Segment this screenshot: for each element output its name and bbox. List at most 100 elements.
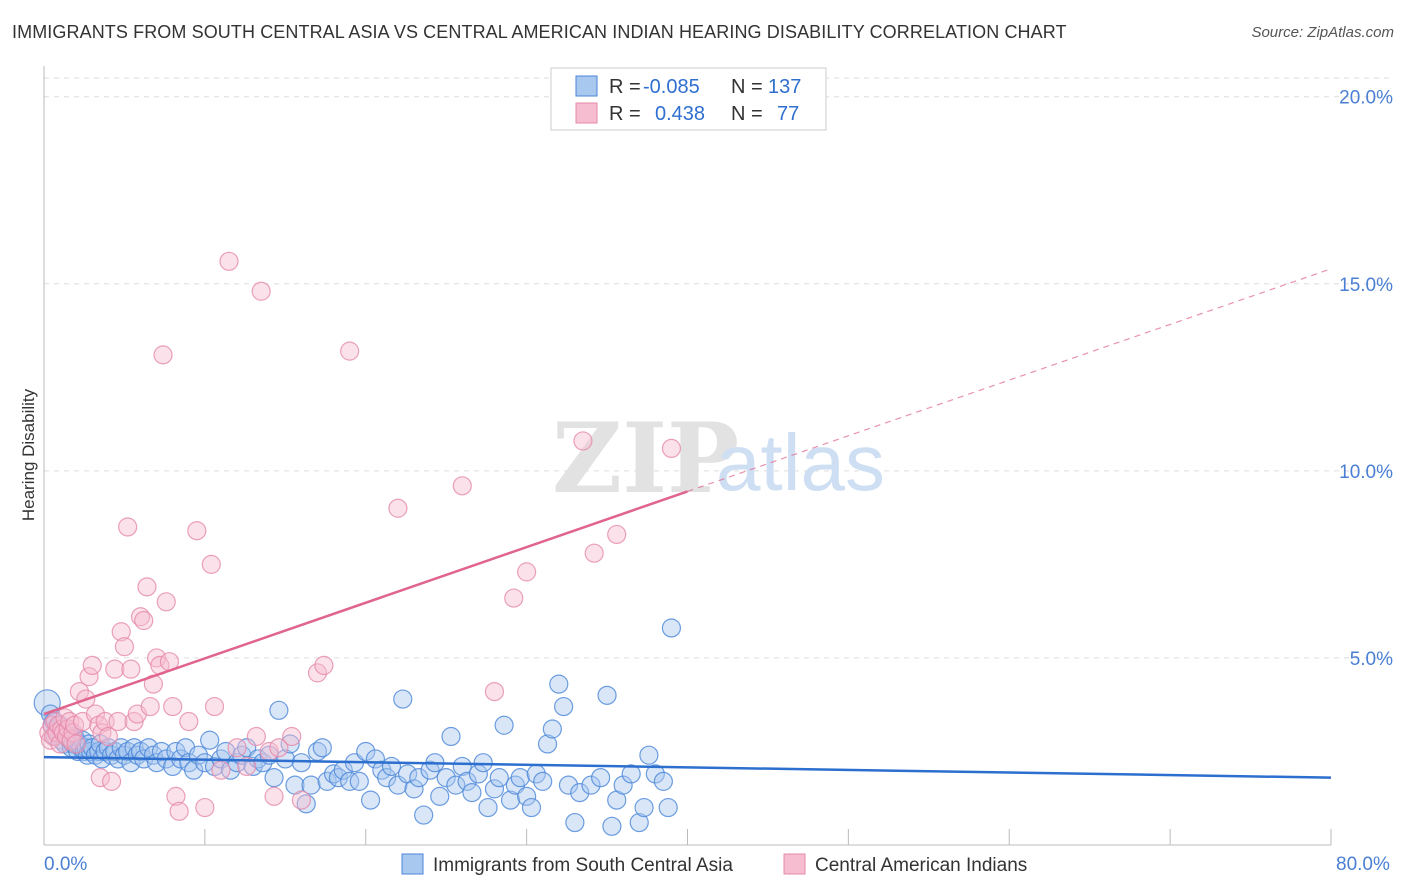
blue-point xyxy=(517,786,537,806)
pink-point xyxy=(153,345,173,365)
pink-point xyxy=(121,659,141,679)
blue-point xyxy=(301,775,321,795)
y-tick-label-5: 5.0% xyxy=(1350,649,1393,670)
x-tick-label-min: 0.0% xyxy=(44,854,87,875)
pink-point xyxy=(517,562,537,582)
pink-point xyxy=(661,438,682,459)
blue-point xyxy=(349,771,369,791)
pink-point xyxy=(101,771,122,791)
legend-swatch-blue xyxy=(401,853,424,875)
pink-trend-line-extension xyxy=(687,268,1332,492)
blue-point xyxy=(597,685,617,705)
y-tick-label-20: 20.0% xyxy=(1339,88,1393,109)
pink-point xyxy=(166,786,186,806)
blue-point xyxy=(195,753,215,773)
pink-point xyxy=(211,760,231,780)
x-tick-label-max: 80.0% xyxy=(1336,854,1390,875)
blue-point xyxy=(377,768,397,788)
pink-point xyxy=(264,786,284,806)
blue-point xyxy=(381,756,402,777)
pink-point xyxy=(607,524,627,545)
pink-point xyxy=(82,655,102,676)
pink-point xyxy=(111,622,131,642)
pink-point xyxy=(201,554,221,574)
blue-point xyxy=(639,745,659,765)
blue-point xyxy=(436,768,456,788)
blue-point xyxy=(446,775,466,795)
blue-point xyxy=(473,753,493,773)
blue-point xyxy=(478,797,498,818)
pink-point xyxy=(251,281,271,301)
stats-r-value-1: -0.085 xyxy=(643,76,700,98)
blue-point xyxy=(317,771,337,791)
blue-point xyxy=(275,749,295,769)
stats-r-value-2: 0.438 xyxy=(655,103,705,125)
pink-point xyxy=(179,711,199,732)
pink-point xyxy=(163,696,183,717)
blue-point xyxy=(565,812,585,833)
trend-lines xyxy=(43,268,1332,779)
series-south-central-asia-points xyxy=(33,618,682,836)
legend-label-south-central-asia: Immigrants from South Central Asia xyxy=(433,855,733,876)
pink-point xyxy=(140,696,160,717)
pink-point xyxy=(237,756,257,777)
y-axis-label: Hearing Disability xyxy=(19,388,38,521)
blue-point xyxy=(312,738,332,758)
stats-n-value-1: 137 xyxy=(768,76,801,98)
stats-box: R = -0.085 N = 137 R = 0.438 N = 77 xyxy=(550,67,827,131)
stats-r-label-1: R = xyxy=(609,76,641,98)
blue-point xyxy=(500,790,521,810)
pink-point xyxy=(187,521,207,541)
blue-point xyxy=(549,674,569,694)
blue-point xyxy=(340,771,360,791)
pink-point xyxy=(79,667,99,687)
blue-point xyxy=(441,726,461,747)
pink-point xyxy=(66,734,86,754)
pink-point xyxy=(227,738,247,758)
blue-point xyxy=(253,753,273,773)
pink-point xyxy=(137,577,157,597)
pink-point xyxy=(314,655,334,676)
blue-point xyxy=(163,756,183,777)
blue-point xyxy=(409,768,429,788)
pink-trend-line xyxy=(43,490,688,716)
pink-point xyxy=(118,517,138,537)
blue-point xyxy=(533,771,553,791)
stats-n-value-2: 77 xyxy=(777,103,799,125)
pink-point xyxy=(484,681,505,702)
watermark-atlas: atlas xyxy=(716,418,885,507)
pink-point xyxy=(169,801,189,821)
blue-point xyxy=(489,768,509,788)
blue-point xyxy=(462,783,482,803)
blue-point xyxy=(291,753,311,773)
blue-point xyxy=(645,764,665,784)
blue-point xyxy=(653,771,673,791)
pink-point xyxy=(504,588,524,608)
pink-point xyxy=(134,610,154,631)
pink-point xyxy=(90,768,110,788)
watermark-zip: ZIP xyxy=(552,402,739,515)
pink-point xyxy=(388,498,408,518)
blue-point xyxy=(404,779,424,799)
pink-point xyxy=(108,711,128,732)
blue-point xyxy=(629,812,649,833)
pink-point xyxy=(573,431,593,451)
blue-point xyxy=(269,700,289,720)
y-tick-label-10: 10.0% xyxy=(1339,462,1393,483)
stats-n-label-2: N = xyxy=(731,103,763,125)
legend-label-central-american-indians: Central American Indians xyxy=(815,855,1027,876)
pink-point xyxy=(307,663,328,683)
blue-point xyxy=(581,775,601,795)
blue-point xyxy=(537,734,558,754)
blue-point xyxy=(452,756,472,777)
pink-point xyxy=(85,704,106,724)
blue-point xyxy=(570,783,590,803)
pink-point xyxy=(50,734,70,754)
blue-point xyxy=(280,734,300,754)
stats-r-label-2: R = xyxy=(609,103,641,125)
blue-point xyxy=(602,816,622,836)
pink-point xyxy=(195,797,215,818)
blue-point xyxy=(184,760,204,780)
pink-point xyxy=(269,738,289,758)
